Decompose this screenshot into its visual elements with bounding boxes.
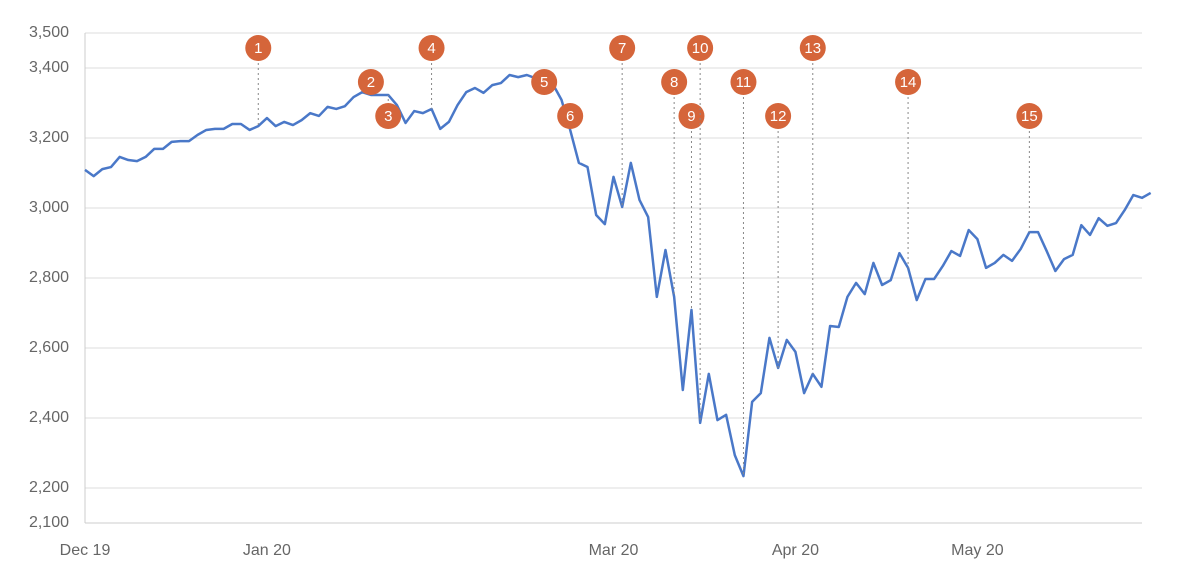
y-tick-label: 2,800 <box>29 269 69 286</box>
annotation-label: 3 <box>384 108 392 125</box>
y-tick-label: 3,500 <box>29 24 69 41</box>
annotation-marker <box>765 103 792 129</box>
annotation-marker <box>245 35 272 61</box>
x-tick-label: Dec 19 <box>60 542 111 559</box>
annotation-marker <box>799 35 826 61</box>
annotation-label: 6 <box>566 108 574 125</box>
annotation-marker <box>557 103 584 129</box>
annotation-marker <box>687 35 714 61</box>
annotation-label: 1 <box>254 40 262 57</box>
annotation-marker <box>418 35 445 61</box>
annotation-marker <box>730 69 757 95</box>
annotation-label: 15 <box>1021 108 1038 125</box>
annotation-label: 2 <box>367 74 375 91</box>
annotation-label: 7 <box>618 40 626 57</box>
y-tick-label: 3,200 <box>29 129 69 146</box>
annotation-label: 14 <box>900 74 917 91</box>
annotation-label: 4 <box>427 40 435 57</box>
y-tick-label: 2,200 <box>29 479 69 496</box>
x-tick-label: Apr 20 <box>772 542 819 559</box>
y-tick-label: 2,100 <box>29 514 69 531</box>
annotation-marker <box>609 35 636 61</box>
annotation-label: 9 <box>687 108 695 125</box>
x-tick-label: May 20 <box>951 542 1004 559</box>
x-tick-label: Jan 20 <box>243 542 291 559</box>
annotation-marker <box>531 69 558 95</box>
annotation-marker <box>661 69 688 95</box>
annotation-marker <box>895 69 922 95</box>
y-tick-label: 2,600 <box>29 339 69 356</box>
annotation-label: 13 <box>804 40 821 57</box>
annotation-marker <box>1016 103 1043 129</box>
y-tick-label: 2,400 <box>29 409 69 426</box>
annotation-marker <box>357 69 384 95</box>
annotation-marker <box>375 103 402 129</box>
annotation-label: 8 <box>670 74 678 91</box>
annotation-label: 10 <box>692 40 709 57</box>
line <box>84 73 1152 478</box>
annotation-label: 5 <box>540 74 548 91</box>
annotation-label: 12 <box>770 108 787 125</box>
x-tick-label: Mar 20 <box>589 542 639 559</box>
y-tick-label: 3,000 <box>29 199 69 216</box>
annotation-marker <box>678 103 705 129</box>
annotation-label: 11 <box>736 74 752 91</box>
y-tick-label: 3,400 <box>29 59 69 76</box>
